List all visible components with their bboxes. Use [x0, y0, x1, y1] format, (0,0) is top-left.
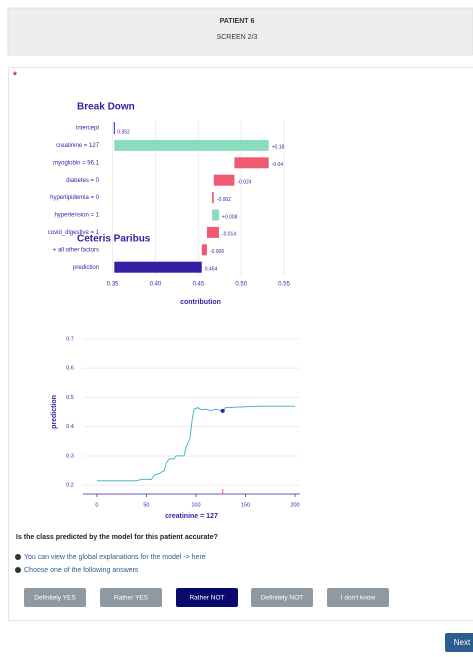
value-label: -0.04: [272, 162, 284, 168]
x-tick-label: 0.55: [278, 282, 290, 288]
info-text: Choose one of the following answers: [24, 567, 139, 574]
row-label: myoglobin = 96.1: [53, 160, 100, 166]
question: Is the class predicted by the model for …: [16, 534, 218, 541]
value-label: -0.002: [217, 197, 231, 203]
screen-number: SCREEN 2/3: [217, 34, 258, 41]
info-text[interactable]: You can view the global explanations for…: [24, 554, 206, 561]
row-label: hyperlipidemia = 0: [50, 195, 100, 201]
row-label: covid_digestive = 1: [48, 230, 100, 236]
y-tick-label: 0.7: [66, 336, 74, 342]
info-icon: [15, 554, 21, 560]
x-tick-label: 0: [95, 502, 98, 508]
row-label: intercept: [76, 126, 99, 132]
row-label: creatinine = 127: [56, 143, 100, 149]
row-label: hypertension = 1: [54, 213, 99, 219]
bar: [207, 227, 219, 238]
answer-label[interactable]: Definitely YES: [34, 595, 76, 602]
value-label: 0.352: [117, 129, 130, 135]
y-tick-label: 0.2: [66, 483, 74, 489]
x-tick-label: 150: [241, 502, 250, 508]
value-label: 0.454: [205, 267, 218, 273]
value-label: +0.008: [222, 214, 238, 220]
row-label: + all other factors: [53, 247, 99, 253]
x-tick-label: 0.40: [150, 282, 162, 288]
value-label: -0.024: [237, 180, 251, 186]
next-label[interactable]: Next: [454, 638, 471, 647]
required-marker: *: [13, 71, 17, 82]
x-axis-label: creatinine = 127: [165, 513, 218, 520]
value-label: +0.18: [272, 145, 285, 151]
y-tick-label: 0.4: [66, 424, 74, 430]
bar: [114, 262, 201, 273]
patient-title: PATIENT 6: [220, 18, 255, 25]
chart-title: Break Down: [77, 102, 135, 113]
x-tick-label: 50: [143, 502, 149, 508]
info-icon: [15, 567, 21, 573]
x-tick-label: 100: [191, 502, 200, 508]
row-label: prediction: [73, 265, 99, 271]
y-axis-label: prediction: [51, 395, 58, 429]
x-tick-label: 0.45: [193, 282, 205, 288]
answer-label[interactable]: I don't know: [341, 595, 376, 602]
value-label: -0.014: [222, 232, 236, 238]
bar: [234, 157, 268, 168]
y-tick-label: 0.3: [66, 453, 74, 459]
y-tick-label: 0.6: [66, 366, 74, 372]
x-tick-label: 0.50: [235, 282, 247, 288]
bar: [114, 140, 268, 151]
answer-label[interactable]: Rather YES: [114, 595, 149, 602]
observation-point: [221, 409, 225, 413]
header-box: [8, 8, 473, 55]
x-tick-label: 200: [290, 502, 299, 508]
row-label: diabetes = 0: [66, 178, 100, 184]
x-axis-label: contribution: [180, 299, 221, 306]
bar: [202, 244, 207, 255]
bar: [212, 210, 219, 221]
x-tick-label: 0.35: [107, 282, 119, 288]
bar: [214, 175, 235, 186]
value-label: -0.006: [210, 249, 224, 255]
bar: [212, 192, 214, 203]
y-tick-label: 0.5: [66, 395, 74, 401]
answer-label[interactable]: Definitely NOT: [261, 595, 303, 602]
answer-label[interactable]: Rather NOT: [189, 595, 224, 602]
